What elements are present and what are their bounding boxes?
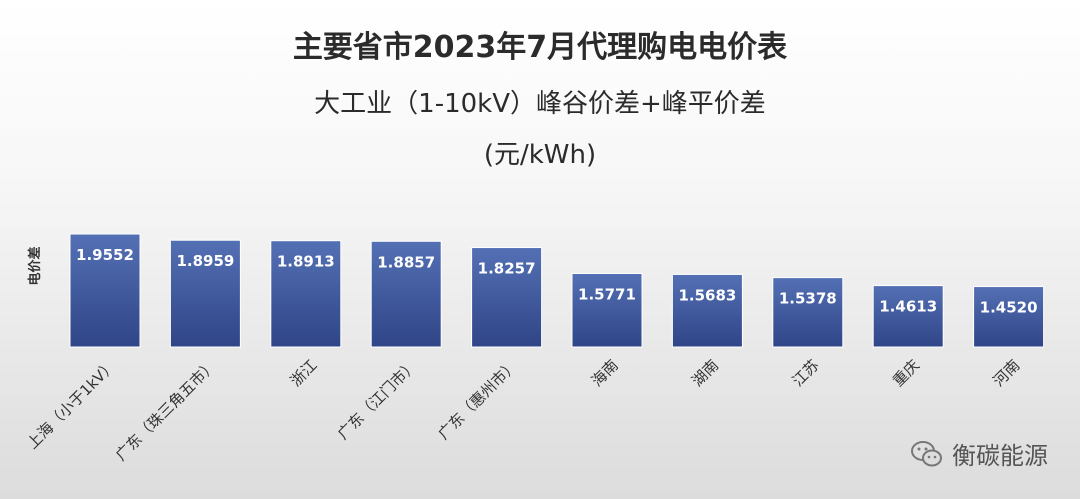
chart-title: 主要省市2023年7月代理购电电价表 [292,30,788,65]
x-tick-label: 重庆 [889,356,923,390]
bar [571,273,643,348]
x-tick-label: 广东（惠州市） [434,356,521,443]
bar [69,233,141,348]
data-label: 1.8857 [377,253,435,271]
x-tick-label: 广东（江门市） [334,356,421,443]
x-tick-label: 江苏 [789,356,823,390]
bar [872,285,944,348]
data-label: 1.4613 [879,298,937,316]
x-tick-label: 河南 [989,356,1023,390]
data-label: 1.4520 [980,299,1038,317]
bar [671,273,743,348]
bar [471,247,543,348]
bar [270,240,342,348]
data-label: 1.9552 [76,246,134,264]
x-tick-label: 湖南 [688,356,722,390]
bar [169,239,241,348]
data-label: 1.8913 [277,253,335,271]
chart-subtitle: 大工业（1-10kV）峰谷价差+峰平价差 [314,89,766,119]
x-tick-label: 广东（珠三角五市） [112,356,220,464]
data-label: 1.5683 [678,286,736,304]
data-label: 1.5378 [779,290,837,308]
chart-unit: (元/kWh) [483,140,597,170]
x-tick-label: 浙江 [287,356,321,390]
bar [973,286,1045,348]
x-tick-label: 海南 [588,356,622,390]
data-label: 1.8959 [176,252,234,270]
watermark: 衡碳能源 [910,436,1048,471]
bar [370,240,442,348]
bar [772,277,844,348]
watermark-text: 衡碳能源 [952,442,1048,470]
x-tick-label: 上海（小于1kV） [23,356,120,453]
wechat-icon [911,440,942,466]
data-label: 1.5771 [578,286,636,304]
data-label: 1.8257 [478,260,536,278]
